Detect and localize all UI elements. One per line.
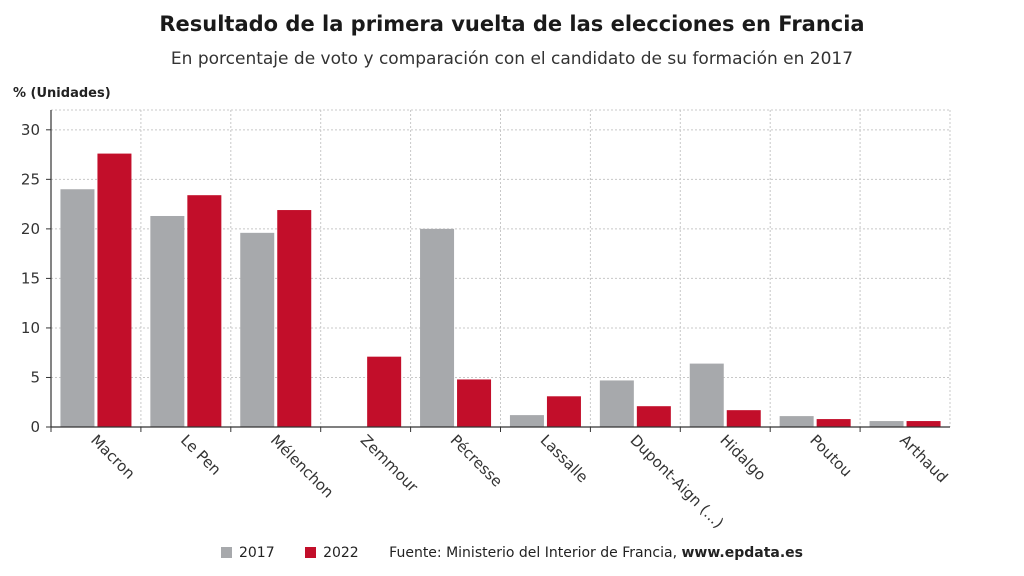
source-text: Fuente: Ministerio del Interior de Franc… [389, 545, 678, 561]
legend-item-2017: 2017 [220, 545, 275, 561]
bar-2022-6 [636, 406, 671, 427]
y-tick-label: 20 [21, 220, 40, 238]
x-tick-label: Arthaud [896, 431, 951, 486]
chart-subtitle: En porcentaje de voto y comparación con … [170, 49, 854, 69]
bar-2022-5 [546, 396, 581, 427]
x-tick-label: Dupont-Aign (...) [627, 431, 728, 532]
legend-item-2022: 2022 [305, 545, 359, 561]
x-tick-label: Le Pen [177, 431, 225, 479]
x-tick-label: Macron [87, 431, 139, 483]
axes [46, 110, 950, 432]
legend-label-2017: 2017 [238, 545, 275, 561]
bar-2017-7 [689, 363, 724, 427]
bar-2022-4 [457, 379, 492, 427]
bar-2022-2 [277, 210, 312, 427]
legend-swatch-2017 [220, 547, 232, 558]
chart-title: Resultado de la primera vuelta de las el… [159, 12, 865, 36]
grid-lines [51, 109, 951, 427]
x-tick-label: Mélenchon [267, 431, 337, 501]
legend: 2017 2022 Fuente: Ministerio del Interio… [0, 545, 1024, 561]
bar-2022-8 [816, 419, 851, 427]
y-tick-label: 25 [21, 170, 40, 188]
x-tick-label: Poutou [806, 431, 855, 480]
bar-2022-3 [367, 356, 402, 427]
bar-2017-4 [420, 228, 455, 427]
bar-2017-2 [240, 232, 275, 427]
x-tick-label: Lassalle [537, 431, 592, 486]
y-tick-label: 15 [21, 269, 40, 287]
bar-2022-1 [187, 195, 222, 427]
y-tick-label: 30 [21, 121, 40, 139]
bar-2017-5 [509, 415, 544, 427]
source-link[interactable]: www.epdata.es [681, 545, 804, 561]
legend-swatch-2022 [305, 547, 317, 558]
legend-label-2022: 2022 [323, 545, 359, 561]
bar-2022-0 [97, 153, 132, 427]
y-tick-label: 5 [30, 368, 40, 386]
bar-2017-1 [150, 215, 185, 427]
x-tick-label: Pécresse [447, 431, 506, 490]
y-tick-label: 10 [21, 319, 40, 337]
bars [60, 153, 941, 427]
bar-2017-6 [599, 380, 634, 427]
bar-2022-7 [726, 410, 761, 427]
x-tick-label: Hidalgo [716, 431, 769, 484]
bar-2017-8 [779, 416, 814, 427]
bar-2022-9 [906, 421, 941, 427]
x-tick-label: Zemmour [357, 431, 422, 496]
y-axis-label: % (Unidades) [13, 86, 111, 101]
bar-2017-0 [60, 189, 95, 427]
y-tick-label: 0 [30, 418, 40, 436]
bar-2017-9 [869, 421, 904, 427]
